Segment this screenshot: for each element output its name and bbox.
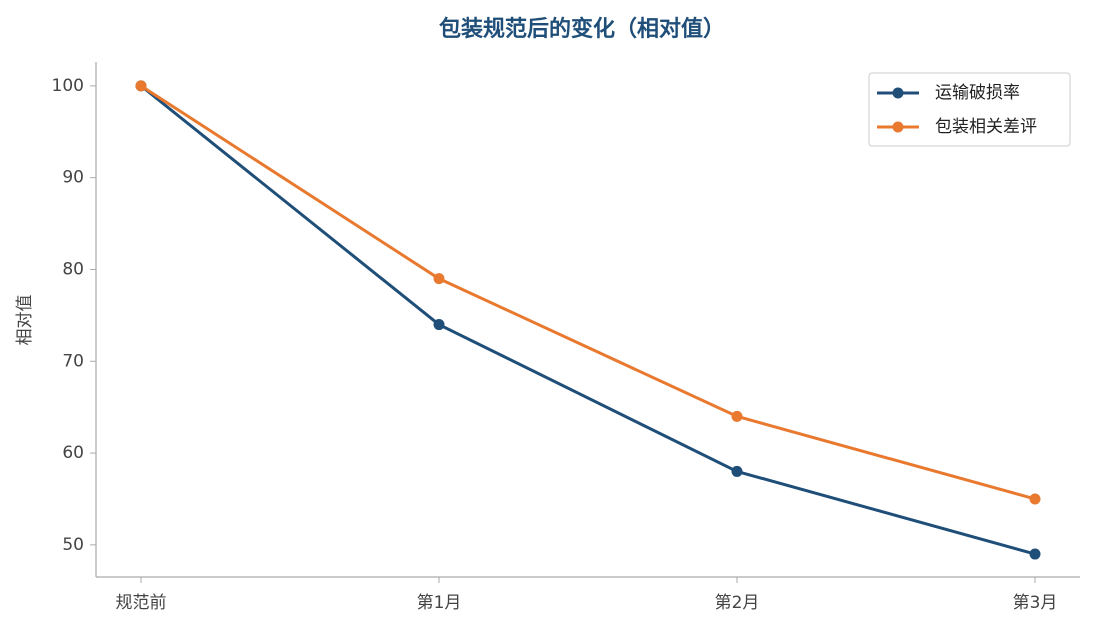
x-tick-label: 规范前 bbox=[116, 593, 167, 613]
legend-label: 运输破损率 bbox=[935, 83, 1020, 103]
y-axis-label: 相对值 bbox=[15, 295, 35, 346]
line bbox=[140, 84, 1036, 556]
legend-marker bbox=[892, 121, 904, 133]
y-tick-label: 60 bbox=[62, 443, 84, 463]
x-tick-label: 第1月 bbox=[417, 593, 462, 613]
point bbox=[731, 465, 743, 477]
chart-title: 包装规范后的变化（相对值） bbox=[439, 16, 725, 42]
legend-box bbox=[868, 72, 1071, 147]
y-tick-label: 100 bbox=[52, 76, 84, 96]
x-tick-label: 第3月 bbox=[1013, 593, 1058, 613]
point bbox=[1029, 493, 1041, 505]
y-tick-label: 90 bbox=[62, 168, 84, 188]
legend-marker bbox=[892, 87, 904, 99]
y-tick-label: 50 bbox=[62, 535, 84, 555]
y-tick-label: 70 bbox=[62, 351, 84, 371]
y-tick-label: 80 bbox=[62, 259, 84, 279]
point bbox=[433, 319, 445, 331]
point bbox=[1029, 548, 1041, 560]
x-tick-label: 第2月 bbox=[715, 593, 760, 613]
legend-label: 包装相关差评 bbox=[935, 117, 1037, 137]
point bbox=[433, 273, 445, 285]
point bbox=[731, 410, 743, 422]
point bbox=[135, 80, 147, 92]
line bbox=[140, 84, 1036, 501]
